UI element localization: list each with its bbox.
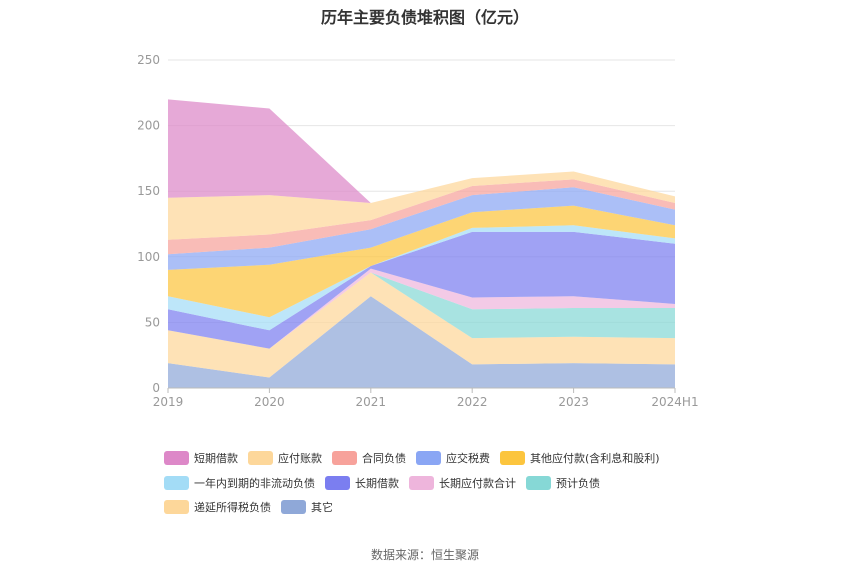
legend-label: 应交税费 xyxy=(446,452,490,465)
area-0 xyxy=(168,296,675,388)
y-tick-label: 50 xyxy=(145,315,160,329)
legend-item[interactable]: 应交税费 xyxy=(416,451,490,466)
legend-swatch xyxy=(164,475,189,490)
y-tick-label: 150 xyxy=(137,184,160,198)
legend-label: 其它 xyxy=(311,501,333,514)
legend-item[interactable]: 预计负债 xyxy=(526,475,600,490)
x-tick-label: 2020 xyxy=(254,395,285,409)
legend-swatch xyxy=(281,500,306,514)
area-4 xyxy=(168,231,675,349)
y-tick-label: 200 xyxy=(137,119,160,133)
legend-swatch xyxy=(526,475,551,490)
x-tick-label: 2023 xyxy=(558,395,589,409)
legend-item[interactable]: 一年内到期的非流动负债 xyxy=(164,475,315,490)
x-tick-label: 2021 xyxy=(356,395,387,409)
legend-swatch xyxy=(325,475,350,490)
y-tick-label: 250 xyxy=(137,53,160,67)
legend-swatch xyxy=(248,451,273,465)
legend-swatch xyxy=(164,451,189,465)
y-axis: 0 50 100 150 200 250 xyxy=(137,53,160,395)
x-tick-label: 2019 xyxy=(153,395,184,409)
legend-item[interactable]: 合同负债 xyxy=(332,451,406,466)
legend-item[interactable]: 应付账款 xyxy=(248,451,322,466)
legend-label: 合同负债 xyxy=(362,452,406,465)
legend-label: 递延所得税负债 xyxy=(194,501,271,514)
x-axis: 2019 2020 2021 2022 2023 2024H1 xyxy=(153,387,699,409)
legend-item[interactable]: 长期借款 xyxy=(325,475,399,490)
chart-title: 历年主要负债堆积图（亿元） xyxy=(320,8,529,27)
area-5 xyxy=(168,225,675,331)
stacked-area-chart: 0 50 100 150 200 250 2019 2020 2021 2022 2023 2024… xyxy=(137,53,699,409)
legend-swatch xyxy=(409,475,434,490)
legend-label: 短期借款 xyxy=(194,452,238,465)
area-series xyxy=(168,99,675,388)
legend-label: 其他应付款(含利息和股利) xyxy=(530,452,660,465)
y-tick-label: 0 xyxy=(152,381,160,395)
legend-label: 长期借款 xyxy=(355,476,399,490)
legend-item[interactable]: 其它 xyxy=(281,500,333,515)
area-1 xyxy=(168,272,675,378)
legend-swatch xyxy=(164,500,189,514)
area-9 xyxy=(168,171,675,240)
legend-swatch xyxy=(416,451,441,465)
area-10 xyxy=(168,99,675,203)
x-tick-label: 2024H1 xyxy=(651,395,698,409)
chart-legend: 短期借款 应付账款 合同负债 应交税费 其他应付款(含利息和股利) 一年内到期的非流动负债… xyxy=(164,450,724,524)
area-7 xyxy=(168,187,675,270)
legend-label: 应付账款 xyxy=(278,452,322,465)
area-3 xyxy=(168,268,675,349)
data-source: 数据来源：恒生聚源 xyxy=(370,548,479,562)
legend-item[interactable]: 短期借款 xyxy=(164,451,238,466)
area-6 xyxy=(168,205,675,318)
legend-label: 一年内到期的非流动负债 xyxy=(194,476,315,490)
legend-item[interactable]: 长期应付款合计 xyxy=(409,475,516,490)
y-tick-label: 100 xyxy=(137,250,160,264)
legend-label: 预计负债 xyxy=(556,476,600,490)
legend-label: 长期应付款合计 xyxy=(439,476,516,490)
legend-swatch xyxy=(500,451,525,465)
legend-item[interactable]: 递延所得税负债 xyxy=(164,500,271,515)
legend-item[interactable]: 其他应付款(含利息和股利) xyxy=(500,451,660,466)
area-2 xyxy=(168,272,675,349)
legend-swatch xyxy=(332,451,357,465)
x-tick-label: 2022 xyxy=(457,395,488,409)
area-8 xyxy=(168,179,675,255)
